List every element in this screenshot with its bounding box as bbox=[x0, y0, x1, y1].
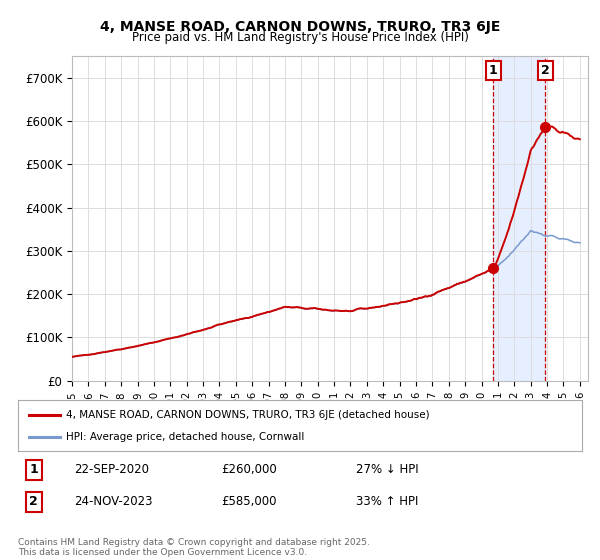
Text: 1: 1 bbox=[489, 64, 497, 77]
Text: £260,000: £260,000 bbox=[221, 463, 277, 476]
Text: HPI: Average price, detached house, Cornwall: HPI: Average price, detached house, Corn… bbox=[66, 432, 304, 442]
Text: 4, MANSE ROAD, CARNON DOWNS, TRURO, TR3 6JE (detached house): 4, MANSE ROAD, CARNON DOWNS, TRURO, TR3 … bbox=[66, 409, 430, 419]
Text: 27% ↓ HPI: 27% ↓ HPI bbox=[356, 463, 419, 476]
Text: 33% ↑ HPI: 33% ↑ HPI bbox=[356, 496, 419, 508]
Text: 2: 2 bbox=[541, 64, 550, 77]
Text: £585,000: £585,000 bbox=[221, 496, 277, 508]
Text: 2: 2 bbox=[29, 496, 38, 508]
Text: 1: 1 bbox=[29, 463, 38, 476]
Bar bbox=[493, 56, 545, 381]
Text: 22-SEP-2020: 22-SEP-2020 bbox=[74, 463, 149, 476]
Text: 24-NOV-2023: 24-NOV-2023 bbox=[74, 496, 153, 508]
Text: 4, MANSE ROAD, CARNON DOWNS, TRURO, TR3 6JE: 4, MANSE ROAD, CARNON DOWNS, TRURO, TR3 … bbox=[100, 20, 500, 34]
Text: Price paid vs. HM Land Registry's House Price Index (HPI): Price paid vs. HM Land Registry's House … bbox=[131, 31, 469, 44]
Text: Contains HM Land Registry data © Crown copyright and database right 2025.
This d: Contains HM Land Registry data © Crown c… bbox=[18, 538, 370, 557]
